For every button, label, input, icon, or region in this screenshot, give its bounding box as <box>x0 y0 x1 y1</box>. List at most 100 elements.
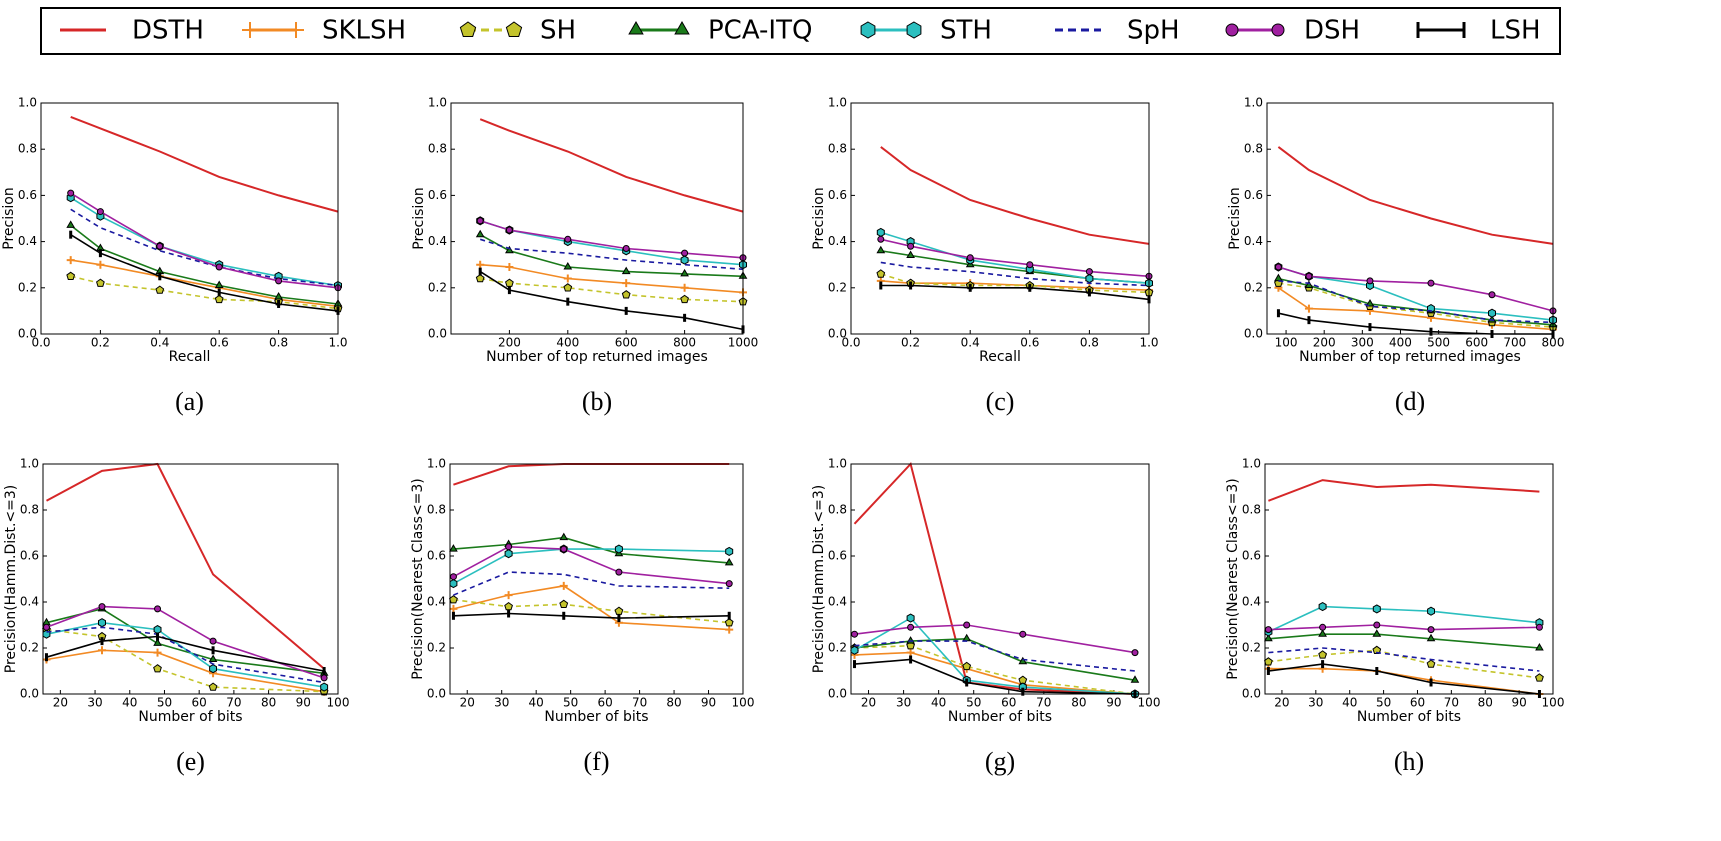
y-tick-label: 0.8 <box>1244 142 1263 156</box>
x-tick-label: 50 <box>1376 696 1391 710</box>
marker-circle <box>1535 623 1543 631</box>
marker-bar <box>965 678 969 687</box>
series-line <box>880 261 1150 287</box>
y-tick-label: 0.8 <box>427 503 446 517</box>
marker-circle <box>1373 621 1381 629</box>
x-tick-label: 20 <box>1274 696 1289 710</box>
y-axis-label: Precision <box>1227 187 1243 249</box>
series-line <box>453 598 730 624</box>
y-tick-label: 0.8 <box>428 142 447 156</box>
marker-triangle <box>962 633 972 642</box>
x-tick-label: 50 <box>966 696 981 710</box>
series-line <box>453 545 730 585</box>
marker-circle <box>1274 263 1282 271</box>
marker-circle <box>67 189 75 197</box>
y-tick-label: 0.2 <box>828 280 847 294</box>
marker-bar <box>478 267 482 276</box>
x-tick-label: 70 <box>1036 696 1051 710</box>
series-line <box>1268 633 1540 649</box>
y-tick-label: 1.0 <box>1242 457 1261 471</box>
marker-circle <box>907 623 915 631</box>
y-tick-label: 0.6 <box>828 549 847 563</box>
marker-bar <box>617 614 621 623</box>
plot-frame <box>850 463 1150 695</box>
marker-triangle <box>680 268 689 277</box>
legend-label: LSH <box>1490 16 1541 46</box>
y-axis-label: Precision(Nearest Class<=3) <box>1225 478 1241 680</box>
y-tick-label: 0.0 <box>18 327 37 341</box>
series-line <box>854 624 1136 654</box>
y-axis-label: Precision <box>811 187 827 249</box>
marker-hexagon <box>850 645 859 655</box>
marker-pentagon <box>1535 673 1544 682</box>
marker-pentagon <box>563 283 573 292</box>
marker-pentagon <box>449 595 458 604</box>
series-line <box>70 275 339 310</box>
marker-hexagon <box>1372 604 1381 614</box>
y-tick-label: 0.8 <box>828 142 847 156</box>
marker-triangle <box>1365 298 1375 307</box>
marker-circle <box>1427 279 1435 287</box>
x-tick-label: 20 <box>53 696 68 710</box>
series-line <box>70 208 339 287</box>
marker-bar <box>1368 323 1372 332</box>
marker-circle <box>1271 23 1285 37</box>
series-line <box>854 644 1136 695</box>
x-tick-label: 600 <box>1465 336 1488 350</box>
marker-pentagon <box>1372 645 1382 654</box>
marker-circle <box>1131 649 1139 657</box>
y-tick-label: 0.0 <box>1244 327 1263 341</box>
x-axis-label: Number of bits <box>544 709 648 725</box>
marker-circle <box>1264 626 1272 634</box>
marker-hexagon <box>680 255 689 265</box>
marker-hexagon <box>1085 274 1094 284</box>
marker-triangle <box>1372 629 1382 637</box>
marker-bar <box>879 281 883 290</box>
marker-triangle <box>621 266 631 275</box>
marker-hexagon <box>449 579 458 589</box>
marker-bar <box>507 286 511 295</box>
marker-triangle <box>208 654 218 662</box>
marker-circle <box>1019 630 1027 638</box>
marker-hexagon <box>1318 602 1327 612</box>
marker-pentagon <box>1426 659 1436 668</box>
x-tick-label: 200 <box>1313 336 1336 350</box>
marker-plus <box>680 283 689 292</box>
marker-pentagon <box>153 664 162 673</box>
marker-pentagon <box>1264 657 1273 666</box>
series-line <box>453 612 730 619</box>
y-tick-label: 0.4 <box>1242 595 1261 609</box>
marker-bar <box>98 249 102 258</box>
x-tick-label: 500 <box>1427 336 1450 350</box>
x-axis-label: Number of bits <box>138 709 242 725</box>
marker-hexagon <box>1488 308 1496 318</box>
marker-plus <box>98 646 106 655</box>
marker-circle <box>98 603 106 611</box>
marker-plus <box>153 648 162 657</box>
marker-bar <box>322 667 326 675</box>
x-axis-label: Number of top returned images <box>1299 349 1521 365</box>
x-tick-label: 30 <box>87 696 102 710</box>
marker-pentagon <box>1018 675 1028 684</box>
marker-circle <box>1366 277 1374 285</box>
marker-pentagon <box>459 21 477 37</box>
marker-triangle <box>475 229 485 238</box>
x-tick-label: 0.2 <box>901 336 920 350</box>
series-line <box>479 220 744 259</box>
marker-pentagon <box>155 285 165 294</box>
x-tick-label: 300 <box>1351 336 1374 350</box>
x-tick-label: 70 <box>226 696 241 710</box>
y-tick-label: 1.0 <box>828 457 847 471</box>
marker-pentagon <box>680 294 689 304</box>
y-tick-label: 1.0 <box>18 96 37 110</box>
marker-circle <box>1026 261 1034 269</box>
marker-pentagon <box>876 269 886 278</box>
marker-bar <box>1307 316 1311 325</box>
y-tick-label: 0.2 <box>427 641 446 655</box>
marker-plus <box>242 22 258 38</box>
marker-circle <box>154 605 162 613</box>
y-tick-label: 0.6 <box>428 188 447 202</box>
x-tick-label: 1.0 <box>328 336 347 350</box>
marker-plus <box>288 22 304 38</box>
marker-bar <box>211 646 215 655</box>
